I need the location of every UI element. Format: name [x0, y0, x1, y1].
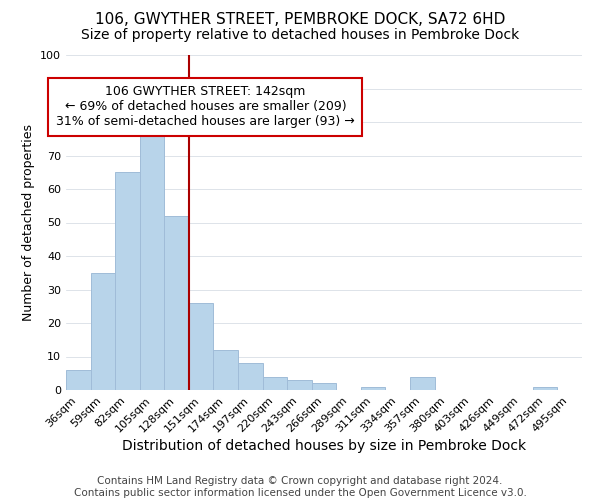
Y-axis label: Number of detached properties: Number of detached properties	[22, 124, 35, 321]
Text: Contains HM Land Registry data © Crown copyright and database right 2024.
Contai: Contains HM Land Registry data © Crown c…	[74, 476, 526, 498]
Text: 106, GWYTHER STREET, PEMBROKE DOCK, SA72 6HD: 106, GWYTHER STREET, PEMBROKE DOCK, SA72…	[95, 12, 505, 28]
Bar	[115, 172, 140, 390]
Text: Size of property relative to detached houses in Pembroke Dock: Size of property relative to detached ho…	[81, 28, 519, 42]
Bar	[66, 370, 91, 390]
Bar	[263, 376, 287, 390]
Bar	[287, 380, 312, 390]
Text: 106 GWYTHER STREET: 142sqm
← 69% of detached houses are smaller (209)
31% of sem: 106 GWYTHER STREET: 142sqm ← 69% of deta…	[56, 85, 355, 128]
X-axis label: Distribution of detached houses by size in Pembroke Dock: Distribution of detached houses by size …	[122, 440, 526, 454]
Bar	[312, 384, 336, 390]
Bar	[214, 350, 238, 390]
Bar	[533, 386, 557, 390]
Bar	[361, 386, 385, 390]
Bar	[164, 216, 189, 390]
Bar	[238, 363, 263, 390]
Bar	[140, 132, 164, 390]
Bar	[91, 273, 115, 390]
Bar	[189, 303, 214, 390]
Bar	[410, 376, 434, 390]
